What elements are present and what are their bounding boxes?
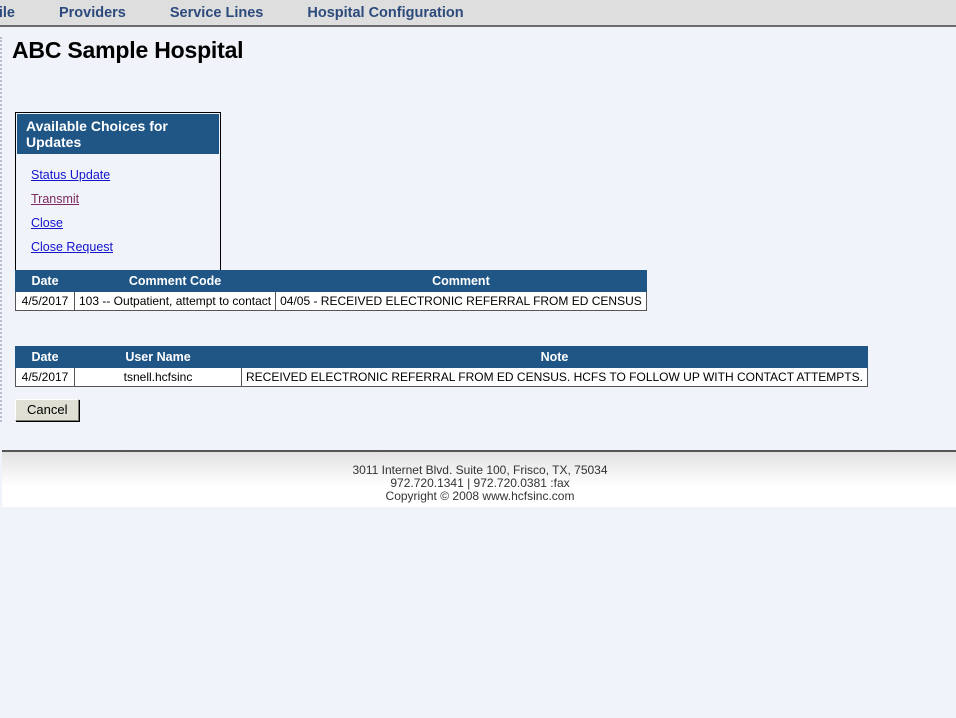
page-footer: 3011 Internet Blvd. Suite 100, Frisco, T…	[2, 450, 956, 507]
comment-cell-code: 103 -- Outpatient, attempt to contact	[73, 291, 277, 311]
note-table-header-row: Date User Name Note	[15, 346, 868, 368]
comment-table-header-comment-code: Comment Code	[73, 270, 277, 292]
choice-link-transmit[interactable]: Transmit	[31, 192, 80, 206]
nav-item-providers[interactable]: Providers	[58, 4, 126, 21]
comment-table-header-date: Date	[15, 270, 75, 292]
choice-link-close[interactable]: Close	[31, 216, 63, 230]
note-cell-date: 4/5/2017	[15, 367, 75, 387]
choice-link-status-update[interactable]: Status Update	[31, 168, 111, 182]
comment-cell-date: 4/5/2017	[15, 291, 75, 311]
nav-item-profile[interactable]: file	[0, 4, 15, 21]
note-table-header-user-name: User Name	[74, 346, 242, 368]
footer-phone: 972.720.1341 | 972.720.0381 :fax	[390, 476, 570, 490]
nav-item-service-lines[interactable]: Service Lines	[169, 4, 264, 21]
note-cell-note: RECEIVED ELECTRONIC REFERRAL FROM ED CEN…	[241, 367, 868, 387]
page-content-container: ABC Sample Hospital Available Choices fo…	[0, 37, 956, 507]
comment-cell-comment: 04/05 - RECEIVED ELECTRONIC REFERRAL FRO…	[275, 291, 647, 311]
main-navigation-bar: file Providers Service Lines Hospital Co…	[0, 0, 956, 27]
footer-copyright: Copyright © 2008 www.hcfsinc.com	[385, 489, 575, 503]
comment-table-header-comment: Comment	[275, 270, 647, 292]
note-cell-user-name: tsnell.hcfsinc	[74, 367, 242, 387]
page-title: ABC Sample Hospital	[12, 37, 244, 63]
note-table-header-date: Date	[15, 346, 75, 368]
available-choices-panel: Available Choices for Updates Status Upd…	[15, 112, 221, 271]
note-table: Date User Name Note 4/5/2017 tsnell.hcfs…	[15, 346, 868, 387]
nav-item-hospital-configuration[interactable]: Hospital Configuration	[307, 4, 464, 21]
note-table-header-note: Note	[241, 346, 868, 368]
choice-link-close-request[interactable]: Close Request	[31, 240, 113, 254]
comment-table: Date Comment Code Comment 4/5/2017 103 -…	[15, 270, 647, 311]
cancel-button[interactable]: Cancel	[15, 399, 80, 421]
footer-address: 3011 Internet Blvd. Suite 100, Frisco, T…	[352, 463, 608, 477]
table-row: 4/5/2017 tsnell.hcfsinc RECEIVED ELECTRO…	[15, 367, 868, 387]
available-choices-list: Status Update Transmit Close Close Reque…	[16, 154, 220, 270]
comment-table-header-row: Date Comment Code Comment	[15, 270, 647, 292]
table-row: 4/5/2017 103 -- Outpatient, attempt to c…	[15, 291, 647, 311]
available-choices-title: Available Choices for Updates	[17, 114, 219, 154]
